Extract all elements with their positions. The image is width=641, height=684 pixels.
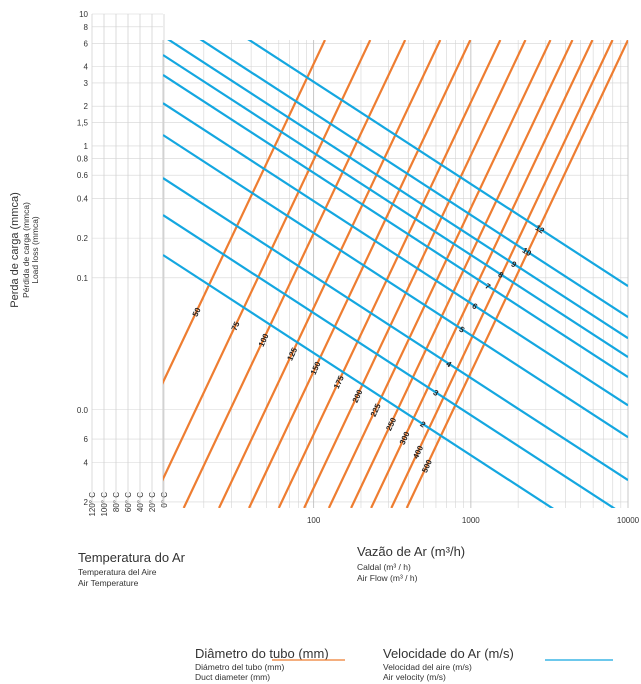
y-tick-label: 4: [84, 458, 89, 467]
temperature-subtitle: Temperatura del Aire: [78, 567, 157, 577]
y-tick-label: 0.1: [77, 274, 89, 283]
series-line: [405, 40, 628, 508]
series-line: [247, 40, 628, 288]
plot-lines: [163, 40, 628, 508]
legend-label: Diâmetro do tubo (mm): [195, 646, 329, 661]
y-tick-label: 6: [84, 39, 89, 48]
y-tick-label: 2: [84, 498, 89, 507]
series-line: [163, 214, 616, 508]
line-label: 5: [457, 325, 466, 335]
legend-sublabel: Duct diameter (mm): [195, 672, 270, 682]
series-line: [350, 40, 574, 508]
series-line: [163, 54, 628, 358]
line-label: 8: [496, 270, 505, 280]
series-line: [277, 40, 502, 508]
y-title: Perda de carga (mmca) Pérdida de carga (…: [9, 192, 40, 308]
line-label: 150: [309, 360, 323, 376]
temperature-label: 0° C: [160, 492, 169, 508]
x-tick-label: 100: [307, 516, 321, 525]
line-label: 7: [483, 282, 492, 292]
line-label: 2: [418, 420, 427, 430]
legend-sublabel: Velocidad del aire (m/s): [383, 662, 472, 672]
y-title-sub: Load loss (mmca): [30, 216, 40, 284]
line-label: 3: [431, 388, 440, 398]
temperature-subtitle: Air Temperature: [78, 578, 139, 588]
temperature-title: Temperatura do Ar: [78, 550, 186, 565]
y-tick-label: 0.4: [77, 194, 89, 203]
line-label: 250: [384, 416, 398, 432]
y-tick-label: 8: [84, 23, 89, 32]
y-tick-label: 0.6: [77, 171, 89, 180]
line-label: 75: [230, 320, 242, 332]
line-label: 50: [191, 306, 203, 318]
y-tick-label: 0.0: [77, 406, 89, 415]
line-label: 4: [444, 359, 453, 369]
line-label: 225: [369, 402, 383, 418]
legend-sublabel: Diámetro del tubo (mm): [195, 662, 284, 672]
line-label: 100: [257, 332, 271, 348]
y-title-main: Perda de carga (mmca): [9, 192, 21, 308]
x-subtitle: Caldal (m³ / h): [357, 562, 411, 572]
series-line: [248, 40, 472, 508]
line-label: 6: [470, 301, 479, 311]
y-tick-label: 0.2: [77, 234, 89, 243]
line-label: 9: [509, 260, 518, 270]
legend-sublabel: Air velocity (m/s): [383, 672, 446, 682]
y-tick-label: 0.8: [77, 155, 89, 164]
y-tick-label: 6: [84, 435, 89, 444]
y-tick-label: 2: [84, 102, 89, 111]
x-subtitle: Air Flow (m³ / h): [357, 573, 418, 583]
line-label: 125: [285, 346, 299, 362]
y-tick-label: 1: [84, 142, 89, 151]
series-line: [163, 177, 628, 482]
series-line: [199, 40, 628, 319]
temperature-label: 100° C: [100, 492, 109, 517]
series-line: [370, 40, 594, 508]
y-tick-label: 4: [84, 62, 89, 71]
series-line: [327, 40, 552, 508]
series-line: [163, 74, 628, 378]
series-line: [167, 40, 628, 340]
y-tick-label: 3: [84, 79, 89, 88]
series-line: [163, 134, 628, 439]
y-tick-label: 1,5: [77, 119, 89, 128]
series-line: [163, 254, 555, 508]
x-title: Vazão de Ar (m³/h): [357, 544, 465, 559]
x-tick-label: 10000: [617, 516, 640, 525]
line-label: 300: [398, 430, 412, 446]
series-line: [218, 40, 442, 508]
series-line: [303, 40, 527, 508]
line-label: 200: [351, 388, 365, 404]
line-label: 175: [332, 374, 346, 390]
legend-label: Velocidade do Ar (m/s): [383, 646, 514, 661]
x-tick-label: 1000: [462, 516, 480, 525]
y-title-sub: Pérdida de carga (mmca): [21, 202, 31, 298]
series-line: [163, 40, 372, 482]
series-line: [163, 40, 326, 385]
line-label: 500: [420, 458, 434, 474]
temperature-label: 120° C: [88, 492, 97, 517]
series-line: [163, 102, 628, 407]
y-tick-label: 10: [79, 10, 88, 19]
